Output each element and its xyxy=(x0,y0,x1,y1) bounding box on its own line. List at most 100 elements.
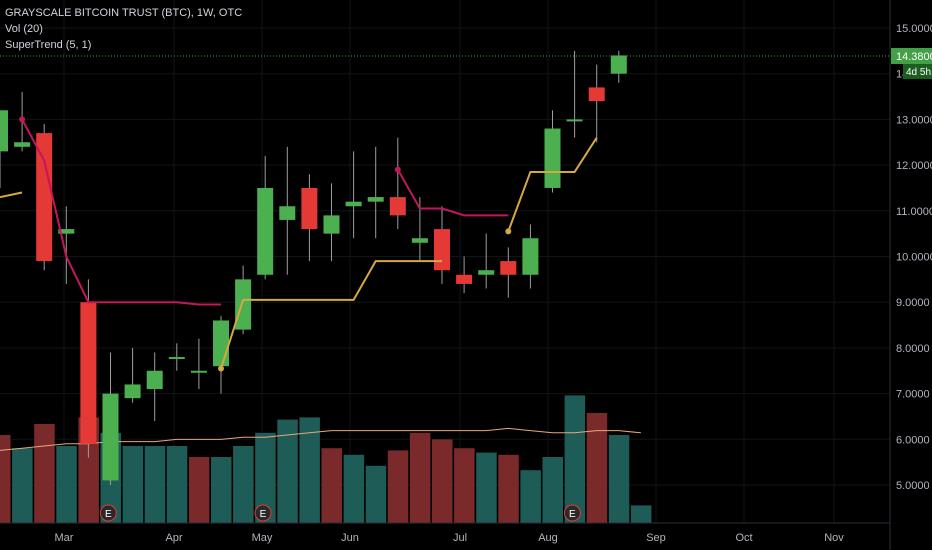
price-tick-label: 9.0000 xyxy=(896,297,930,309)
supertrend-flip-dot xyxy=(505,228,512,235)
volume-bar xyxy=(34,424,55,523)
price-tick-label: 15.0000 xyxy=(896,23,932,35)
candle-body xyxy=(566,119,583,122)
volume-bar xyxy=(12,448,33,523)
candle-body xyxy=(345,201,362,207)
volume-bar xyxy=(365,465,387,523)
volume-bar xyxy=(211,457,232,523)
candle-body xyxy=(102,393,119,481)
supertrend-segment xyxy=(21,118,221,306)
candles xyxy=(0,50,627,485)
candle-body xyxy=(257,187,274,275)
candle-body xyxy=(610,55,627,74)
volume-bar xyxy=(277,419,298,523)
candle-body xyxy=(279,206,296,220)
earnings-marker-label: E xyxy=(260,509,267,520)
price-tick-label: 11.0000 xyxy=(896,206,932,218)
earnings-marker xyxy=(563,504,581,522)
symbol-title[interactable]: GRAYSCALE BITCOIN TRUST (BTC), 1W, OTC xyxy=(5,7,243,19)
candle-body xyxy=(434,229,450,271)
candle-body xyxy=(301,187,318,230)
volume-bar xyxy=(233,446,254,523)
volume-bar xyxy=(255,432,276,523)
supertrend-flip-dot xyxy=(394,166,401,173)
volume-bar xyxy=(409,432,431,523)
candle-body xyxy=(544,128,561,188)
candle-body xyxy=(323,215,340,234)
price-tick-label: 6.0000 xyxy=(896,434,930,446)
time-tick-label: Nov xyxy=(824,532,844,544)
volume-bar xyxy=(144,446,166,523)
last-price-text: 14.3800 xyxy=(896,51,932,63)
supertrend-segment xyxy=(220,260,442,369)
time-tick-label: Jul xyxy=(453,532,467,544)
candle-body xyxy=(235,279,252,330)
candle-body xyxy=(411,238,428,243)
price-tick-label: 7.0000 xyxy=(896,389,930,401)
supertrend-segment xyxy=(396,169,509,217)
volume-bar xyxy=(542,457,563,523)
candle-body xyxy=(146,370,163,390)
earnings-marker-label: E xyxy=(105,509,112,520)
volume-bar xyxy=(454,448,475,523)
volume-bar xyxy=(343,454,365,523)
supertrend-flip-dot xyxy=(19,116,26,123)
volume-bar xyxy=(387,450,409,523)
time-tick-label: Sep xyxy=(646,532,666,544)
price-tick-label: 8.0000 xyxy=(896,343,930,355)
candle-body xyxy=(389,197,406,216)
volume-bar xyxy=(586,413,608,523)
time-axis[interactable]: Mar Apr May Jun Jul Aug Sep Oct Nov xyxy=(55,532,845,544)
candle-body xyxy=(478,270,495,275)
candle-body xyxy=(190,370,207,373)
time-tick-label: Oct xyxy=(735,532,752,544)
volume-bar xyxy=(564,395,586,523)
supertrend-segment xyxy=(0,191,23,199)
supertrend-segment xyxy=(507,137,598,232)
volume-bar xyxy=(476,452,497,523)
candle-body xyxy=(14,142,31,147)
volume-bar xyxy=(299,417,320,523)
price-tick-label: 12.0000 xyxy=(896,160,932,172)
volume-bar xyxy=(520,470,541,523)
time-tick-label: May xyxy=(252,532,273,544)
earnings-marker xyxy=(99,504,117,522)
candle-body xyxy=(58,229,75,234)
price-tick-label: 13.0000 xyxy=(896,114,932,126)
time-tick-label: Jun xyxy=(341,532,359,544)
earnings-marker xyxy=(254,504,272,522)
price-tick-label: 10.0000 xyxy=(896,252,932,264)
time-tick-label: Aug xyxy=(538,532,558,544)
candle-body xyxy=(168,357,185,360)
supertrend-indicator-label[interactable]: SuperTrend (5, 1) xyxy=(5,39,92,51)
volume-bar xyxy=(122,446,144,523)
chart-legend: GRAYSCALE BITCOIN TRUST (BTC), 1W, OTC V… xyxy=(5,5,242,53)
supertrend-lines xyxy=(0,116,598,372)
last-price-label: 14.3800 4d 5h xyxy=(891,48,932,79)
volume-indicator-label[interactable]: Vol (20) xyxy=(5,23,43,35)
price-tick-label: 5.0000 xyxy=(896,480,930,492)
earnings-marker-label: E xyxy=(569,509,576,520)
candle-body xyxy=(0,110,8,152)
supertrend-flip-dot xyxy=(218,365,224,372)
volume-bar xyxy=(166,446,188,523)
candle-body xyxy=(456,274,473,284)
candle-body xyxy=(367,197,384,202)
volume-bar xyxy=(498,454,519,523)
candle-body xyxy=(36,133,53,262)
time-tick-label: Mar xyxy=(55,532,74,544)
candle-body xyxy=(80,302,97,444)
candle-body xyxy=(522,238,539,275)
candle-body xyxy=(588,87,605,102)
volume-bar xyxy=(432,439,453,523)
volume-bar xyxy=(0,435,11,523)
volume-bar xyxy=(321,448,342,523)
candle-body xyxy=(213,320,229,367)
volume-bar xyxy=(56,446,77,523)
volume-bar xyxy=(608,435,630,523)
time-tick-label: Apr xyxy=(165,532,182,544)
candle-body xyxy=(124,384,141,399)
volume-bar xyxy=(630,505,652,523)
